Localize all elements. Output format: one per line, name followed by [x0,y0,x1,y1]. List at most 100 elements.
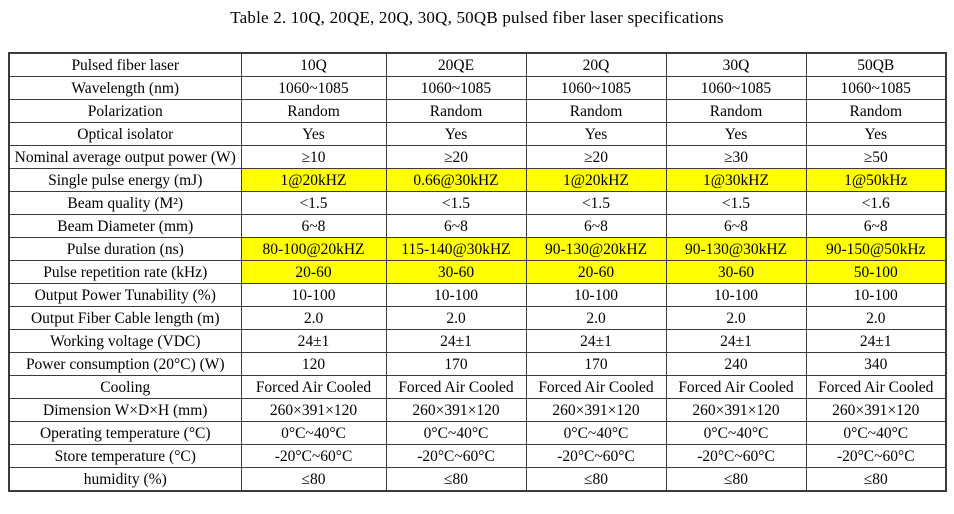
row-label: Working voltage (VDC) [8,329,242,353]
spec-cell: Yes [525,122,667,146]
table-row-single-pulse-energy: Single pulse energy (mJ) 1@20kHZ 0.66@30… [8,168,947,192]
header-model-cell: 30Q [665,52,807,77]
spec-cell: Forced Air Cooled [240,375,387,399]
spec-cell: 24±1 [805,329,947,353]
spec-cell: ≤80 [805,467,947,492]
spec-cell: 6~8 [665,214,807,238]
spec-cell: 0°C~40°C [525,421,667,445]
row-label: Beam Diameter (mm) [8,214,242,238]
spec-cell: 260×391×120 [805,398,947,422]
table-row-fiber-cable-length: Output Fiber Cable length (m) 2.0 2.0 2.… [8,306,947,330]
row-label: Single pulse energy (mJ) [8,168,242,192]
spec-cell: 1@20kHZ [525,168,667,192]
spec-cell: ≤80 [385,467,527,492]
spec-cell: 170 [385,352,527,376]
spec-cell: 10-100 [385,283,527,307]
row-label: Store temperature (°C) [8,444,242,468]
row-label: Dimension W×D×H (mm) [8,398,242,422]
spec-cell: Forced Air Cooled [385,375,527,399]
table-row-humidity: humidity (%) ≤80 ≤80 ≤80 ≤80 ≤80 [8,467,947,492]
table-header-row: Pulsed fiber laser 10Q 20QE 20Q 30Q 50QB [8,52,947,77]
row-label: Output Fiber Cable length (m) [8,306,242,330]
spec-cell: 2.0 [665,306,807,330]
spec-cell: 20-60 [525,260,667,284]
spec-cell: 90-150@50kHz [805,237,947,261]
table-row-working-voltage: Working voltage (VDC) 24±1 24±1 24±1 24±… [8,329,947,353]
spec-cell: Random [385,99,527,123]
spec-cell: 0.66@30kHZ [385,168,527,192]
spec-cell: 10-100 [240,283,387,307]
spec-cell: 1060~1085 [525,76,667,100]
spec-cell: 1060~1085 [665,76,807,100]
spec-cell: 0°C~40°C [665,421,807,445]
spec-cell: ≤80 [240,467,387,492]
spec-cell: 0°C~40°C [240,421,387,445]
spec-cell: 260×391×120 [385,398,527,422]
spec-cell: 260×391×120 [525,398,667,422]
spec-cell: -20°C~60°C [805,444,947,468]
header-model-cell: 20Q [525,52,667,77]
spec-cell: Random [665,99,807,123]
table-row-dimension: Dimension W×D×H (mm) 260×391×120 260×391… [8,398,947,422]
spec-cell: 24±1 [665,329,807,353]
spec-cell: Yes [240,122,387,146]
spec-cell: ≤80 [665,467,807,492]
spec-cell: Forced Air Cooled [805,375,947,399]
page-title: Table 2. 10Q, 20QE, 20Q, 30Q, 50QB pulse… [230,8,724,27]
spec-cell: Forced Air Cooled [665,375,807,399]
table-row-polarization: Polarization Random Random Random Random… [8,99,947,123]
spec-cell: <1.6 [805,191,947,215]
row-label: Power consumption (20°C) (W) [8,352,242,376]
row-label: Output Power Tunability (%) [8,283,242,307]
header-label: Pulsed fiber laser [8,52,242,77]
table-row-beam-diameter: Beam Diameter (mm) 6~8 6~8 6~8 6~8 6~8 [8,214,947,238]
spec-cell: 6~8 [385,214,527,238]
spec-cell: 10-100 [805,283,947,307]
spec-table: Pulsed fiber laser 10Q 20QE 20Q 30Q 50QB… [8,52,947,492]
spec-cell: 2.0 [240,306,387,330]
row-label: Polarization [8,99,242,123]
spec-cell: ≥10 [240,145,387,169]
spec-cell: ≤80 [525,467,667,492]
spec-cell: 90-130@30kHZ [665,237,807,261]
spec-cell: 6~8 [805,214,947,238]
spec-cell: <1.5 [525,191,667,215]
row-label: Wavelength (nm) [8,76,242,100]
spec-cell: 10-100 [665,283,807,307]
row-label: Optical isolator [8,122,242,146]
spec-cell: 340 [805,352,947,376]
table-row-wavelength: Wavelength (nm) 1060~1085 1060~1085 1060… [8,76,947,100]
row-label: Beam quality (M²) [8,191,242,215]
spec-cell: Forced Air Cooled [525,375,667,399]
spec-cell: ≥20 [385,145,527,169]
table-row-pulse-repetition-rate: Pulse repetition rate (kHz) 20-60 30-60 … [8,260,947,284]
table-row-optical-isolator: Optical isolator Yes Yes Yes Yes Yes [8,122,947,146]
row-label: Pulse repetition rate (kHz) [8,260,242,284]
spec-cell: Random [240,99,387,123]
spec-cell: <1.5 [385,191,527,215]
spec-cell: 1060~1085 [805,76,947,100]
spec-cell: 80-100@20kHZ [240,237,387,261]
spec-cell: ≥20 [525,145,667,169]
header-model-cell: 20QE [385,52,527,77]
spec-cell: 24±1 [525,329,667,353]
spec-cell: 50-100 [805,260,947,284]
spec-cell: 170 [525,352,667,376]
spec-cell: 1060~1085 [385,76,527,100]
spec-cell: <1.5 [240,191,387,215]
spec-cell: 2.0 [385,306,527,330]
spec-cell: 20-60 [240,260,387,284]
spec-cell: 1060~1085 [240,76,387,100]
spec-cell: -20°C~60°C [665,444,807,468]
table-row-output-power-tunability: Output Power Tunability (%) 10-100 10-10… [8,283,947,307]
spec-cell: Yes [665,122,807,146]
row-label: Nominal average output power (W) [8,145,242,169]
spec-cell: Random [805,99,947,123]
spec-cell: 1@20kHZ [240,168,387,192]
spec-cell: 24±1 [240,329,387,353]
spec-cell: 115-140@30kHZ [385,237,527,261]
header-model-cell: 50QB [805,52,947,77]
table-row-beam-quality: Beam quality (M²) <1.5 <1.5 <1.5 <1.5 <1… [8,191,947,215]
table-row-nominal-power: Nominal average output power (W) ≥10 ≥20… [8,145,947,169]
